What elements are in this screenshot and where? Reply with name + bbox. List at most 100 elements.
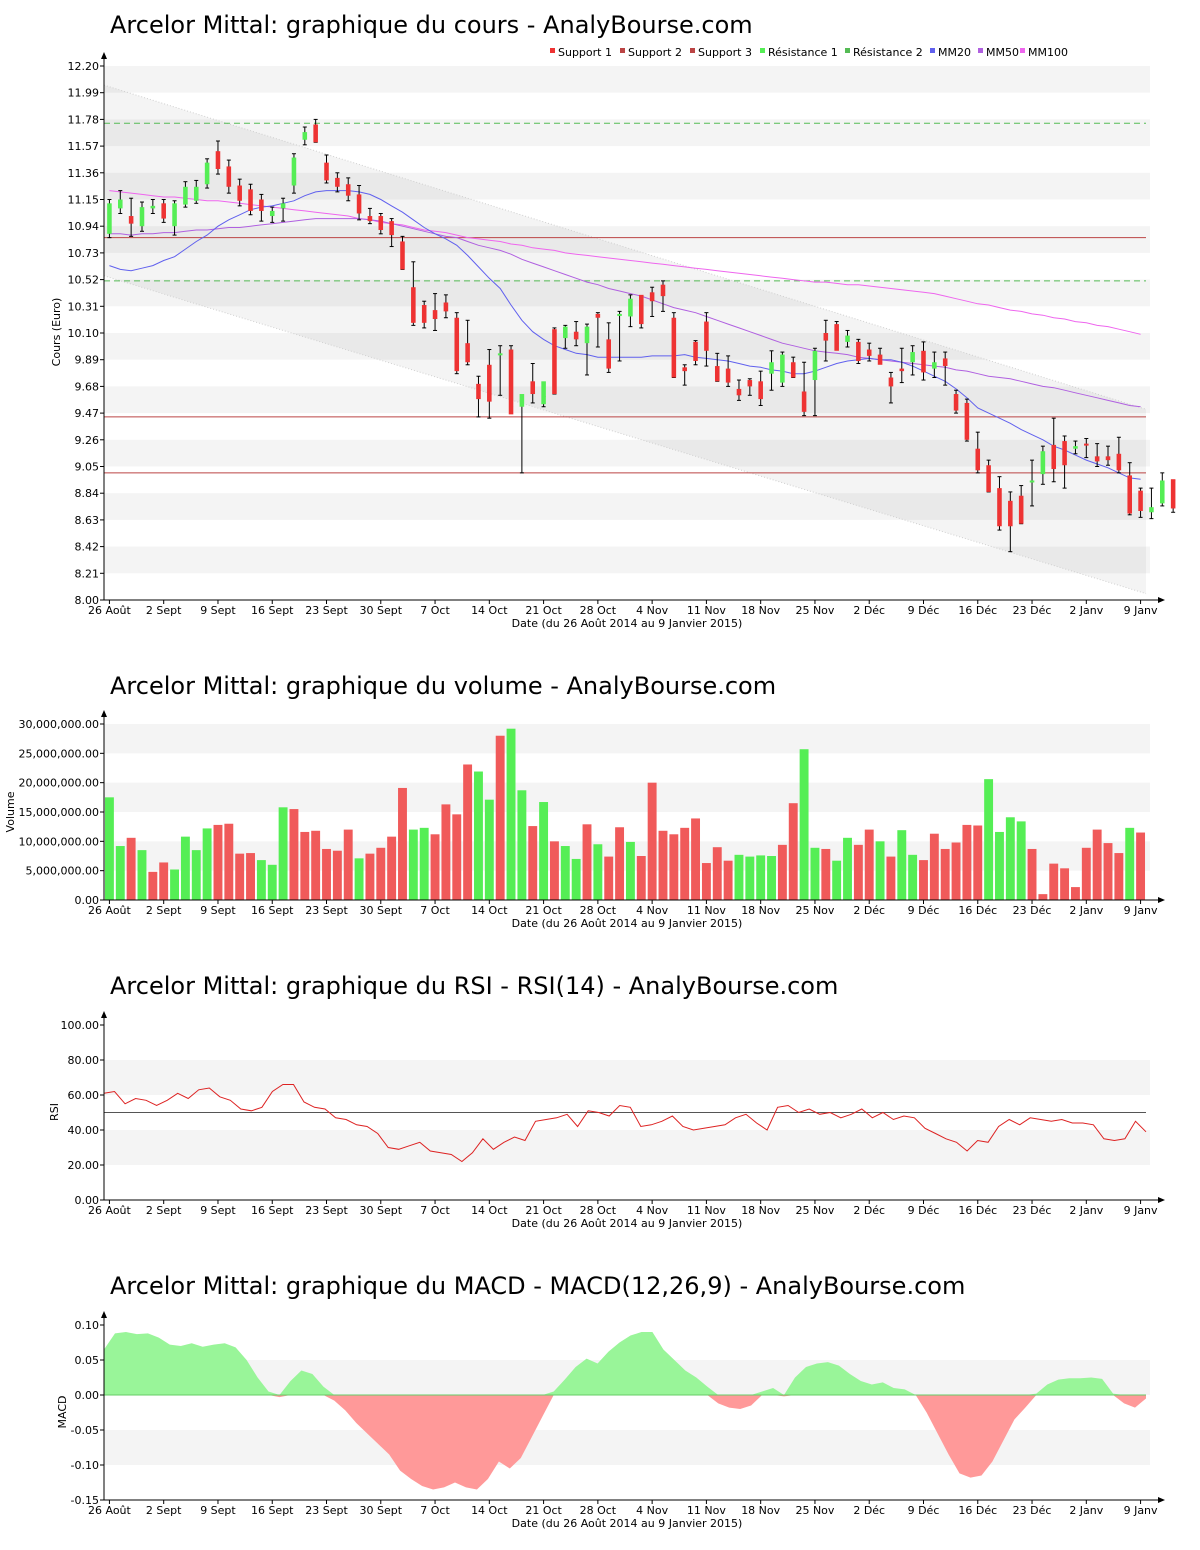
candle xyxy=(682,364,687,386)
price-y-tick-label: 10.31 xyxy=(68,300,100,313)
rsi-chart-title: Arcelor Mittal: graphique du RSI - RSI(1… xyxy=(110,972,838,1000)
volume-bar xyxy=(723,860,733,900)
volume-x-tick-label: 30 Sept xyxy=(360,904,403,917)
candle-body xyxy=(682,367,687,372)
candle xyxy=(997,476,1002,531)
rsi-x-tick-label: 2 Janv xyxy=(1069,1204,1103,1217)
candle-body xyxy=(465,343,470,363)
candle-body xyxy=(856,341,861,361)
volume-x-tick-label: 7 Oct xyxy=(420,904,450,917)
volume-x-tick-label: 4 Nov xyxy=(636,904,668,917)
price-y-tick-label: 11.36 xyxy=(68,167,100,180)
volume-bar xyxy=(398,787,407,900)
price-y-tick-label: 10.10 xyxy=(68,327,100,340)
volume-bar xyxy=(745,856,755,900)
macd-x-tick-label: 11 Nov xyxy=(687,1504,726,1517)
candle-body xyxy=(921,350,926,373)
price-x-axis-arrow xyxy=(1158,597,1165,603)
candle xyxy=(454,312,460,375)
macd-y-tick-label: 0.05 xyxy=(75,1354,100,1367)
candle-body xyxy=(487,364,492,402)
candle xyxy=(617,310,622,362)
candle xyxy=(595,312,601,348)
legend-label: MM20 xyxy=(938,46,971,59)
candle xyxy=(432,293,438,331)
candle xyxy=(172,200,177,236)
candle xyxy=(118,190,123,214)
macd-x-tick-label: 25 Nov xyxy=(795,1504,834,1517)
candle xyxy=(389,218,394,248)
volume-bar xyxy=(322,848,331,900)
macd-x-tick-label: 18 Nov xyxy=(741,1504,780,1517)
legend-label: MM50 xyxy=(986,46,1019,59)
volume-bar xyxy=(571,858,581,900)
candle-body xyxy=(552,329,557,395)
price-grid-band xyxy=(104,333,1150,360)
macd-x-tick-label: 16 Déc xyxy=(958,1504,997,1517)
candle xyxy=(215,140,221,175)
candle-body xyxy=(834,324,839,351)
volume-bar xyxy=(995,831,1004,900)
macd-x-tick-label: 4 Nov xyxy=(636,1504,668,1517)
volume-bar xyxy=(756,855,766,900)
candle xyxy=(248,183,253,216)
candle-body xyxy=(1008,500,1013,527)
candle xyxy=(107,199,112,239)
volume-bar xyxy=(1070,887,1080,900)
candle xyxy=(356,185,362,221)
rsi-x-axis-title: Date (du 26 Août 2014 au 9 Janvier 2015) xyxy=(512,1217,743,1230)
volume-bar xyxy=(387,836,397,900)
candle-body xyxy=(877,354,883,365)
volume-y-tick-label: 10,000,000.00 xyxy=(19,835,99,848)
candle-body xyxy=(193,186,199,201)
price-y-tick-label: 11.78 xyxy=(68,113,100,126)
candle xyxy=(291,153,297,194)
candle xyxy=(866,342,872,362)
price-y-axis-arrow xyxy=(101,52,107,59)
candle-body xyxy=(769,362,774,374)
volume-bar xyxy=(593,844,603,900)
volume-x-tick-label: 9 Sept xyxy=(200,904,236,917)
volume-x-tick-label: 2 Sept xyxy=(146,904,182,917)
candle-body xyxy=(997,488,1002,527)
candle xyxy=(237,178,242,207)
macd-x-tick-label: 7 Oct xyxy=(420,1504,450,1517)
volume-x-tick-label: 26 Août xyxy=(88,904,132,917)
candle-body xyxy=(248,189,253,211)
macd-negative-area xyxy=(104,1395,1146,1490)
candle xyxy=(193,179,199,204)
candle xyxy=(845,329,850,348)
candle xyxy=(269,206,275,223)
candle xyxy=(573,321,579,347)
rsi-y-tick-label: 100.00 xyxy=(61,1019,100,1032)
price-chart: Arcelor Mittal: graphique du cours - Ana… xyxy=(50,11,1176,630)
candle xyxy=(421,300,427,329)
candle xyxy=(1138,487,1143,518)
candle-body xyxy=(367,216,373,222)
volume-bar xyxy=(973,825,983,900)
candle xyxy=(519,394,525,474)
candle xyxy=(780,351,785,387)
candle xyxy=(128,197,134,237)
volume-y-tick-label: 25,000,000.00 xyxy=(19,747,99,760)
candle xyxy=(834,321,839,351)
macd-area xyxy=(104,1332,1146,1490)
channel-upper-line xyxy=(103,84,1147,410)
candle xyxy=(671,312,677,378)
rsi-x-tick-label: 18 Nov xyxy=(741,1204,780,1217)
candle-body xyxy=(1138,490,1143,511)
candle-body xyxy=(1127,475,1132,514)
candle xyxy=(660,280,666,312)
volume-bar xyxy=(1005,817,1015,900)
rsi-x-tick-label: 16 Déc xyxy=(958,1204,997,1217)
price-y-axis-title: Cours (Euro) xyxy=(50,298,63,367)
volume-bar xyxy=(528,826,538,900)
volume-bar xyxy=(1038,894,1048,900)
rsi-x-tick-label: 28 Oct xyxy=(580,1204,617,1217)
candle-body xyxy=(1170,479,1176,509)
candle-body xyxy=(530,381,536,395)
volume-bar xyxy=(984,779,994,900)
macd-y-tick-label: 0.10 xyxy=(75,1319,100,1332)
volume-bar xyxy=(148,871,158,900)
